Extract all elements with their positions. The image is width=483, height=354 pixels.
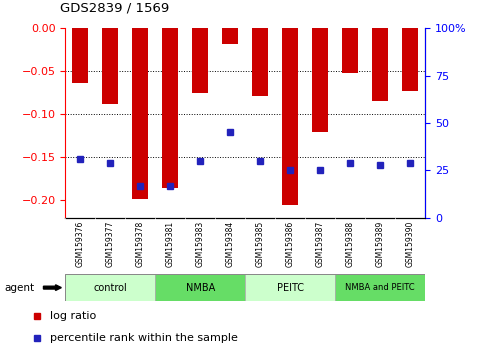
Bar [102,28,118,104]
Text: GSM159388: GSM159388 [345,221,355,267]
Text: GSM159377: GSM159377 [106,221,114,267]
Text: GSM159383: GSM159383 [196,221,205,267]
Bar [222,28,239,44]
Bar [192,28,208,93]
Text: GSM159389: GSM159389 [376,221,384,267]
Bar [155,274,245,301]
Bar [72,28,88,82]
Bar [252,28,269,96]
Text: GSM159387: GSM159387 [315,221,325,267]
Text: GSM159378: GSM159378 [136,221,145,267]
Text: GSM159385: GSM159385 [256,221,265,267]
Text: NMBA and PEITC: NMBA and PEITC [345,283,415,292]
Bar [342,28,358,73]
Bar [65,274,155,301]
Text: GSM159376: GSM159376 [76,221,85,267]
Bar [372,28,388,102]
Text: GSM159390: GSM159390 [406,221,414,267]
Bar [282,28,298,205]
Text: control: control [93,282,127,293]
Text: agent: agent [5,282,35,293]
Bar [245,274,335,301]
Text: PEITC: PEITC [277,282,304,293]
Bar [162,28,178,188]
Bar [312,28,328,132]
Bar [132,28,148,199]
Text: NMBA: NMBA [185,282,215,293]
Bar [335,274,425,301]
Text: percentile rank within the sample: percentile rank within the sample [50,332,238,343]
Text: GSM159386: GSM159386 [285,221,295,267]
Text: GDS2839 / 1569: GDS2839 / 1569 [60,1,170,14]
Text: GSM159384: GSM159384 [226,221,235,267]
Text: log ratio: log ratio [50,311,96,321]
Bar [402,28,418,91]
Text: GSM159381: GSM159381 [166,221,175,267]
